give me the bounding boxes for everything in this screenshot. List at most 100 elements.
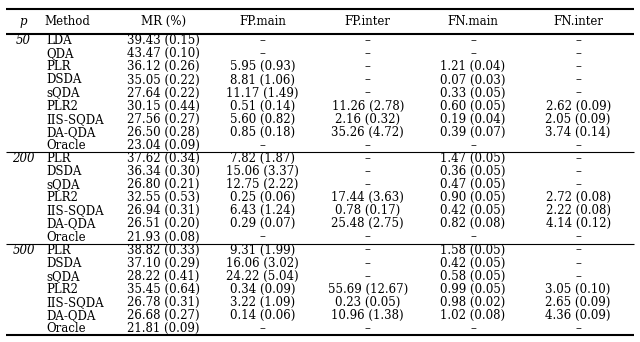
Text: 12.75 (2.22): 12.75 (2.22)	[227, 178, 299, 191]
Text: –: –	[575, 165, 581, 178]
Text: 0.99 (0.05): 0.99 (0.05)	[440, 283, 506, 296]
Text: 2.62 (0.09): 2.62 (0.09)	[545, 100, 611, 113]
Text: 55.69 (12.67): 55.69 (12.67)	[328, 283, 408, 296]
Text: 35.45 (0.64): 35.45 (0.64)	[127, 283, 200, 296]
Text: –: –	[365, 139, 371, 152]
Text: MR (%): MR (%)	[141, 15, 186, 28]
Text: 37.62 (0.34): 37.62 (0.34)	[127, 152, 200, 165]
Text: IIS-SQDA: IIS-SQDA	[46, 205, 104, 218]
Text: PLR2: PLR2	[46, 100, 78, 113]
Text: 0.39 (0.07): 0.39 (0.07)	[440, 126, 506, 139]
Text: 2.22 (0.08): 2.22 (0.08)	[546, 205, 611, 218]
Text: 28.22 (0.41): 28.22 (0.41)	[127, 270, 200, 283]
Text: 50: 50	[16, 34, 31, 47]
Text: –: –	[470, 322, 476, 335]
Text: Oracle: Oracle	[46, 139, 86, 152]
Text: 37.10 (0.29): 37.10 (0.29)	[127, 257, 200, 270]
Text: 0.25 (0.06): 0.25 (0.06)	[230, 191, 295, 204]
Text: 1.47 (0.05): 1.47 (0.05)	[440, 152, 506, 165]
Text: 39.43 (0.15): 39.43 (0.15)	[127, 34, 200, 47]
Text: –: –	[260, 34, 266, 47]
Text: –: –	[365, 270, 371, 283]
Text: PLR: PLR	[46, 244, 70, 256]
Text: 0.14 (0.06): 0.14 (0.06)	[230, 309, 295, 322]
Text: DSDA: DSDA	[46, 74, 81, 87]
Text: 1.21 (0.04): 1.21 (0.04)	[440, 61, 506, 74]
Text: 26.94 (0.31): 26.94 (0.31)	[127, 205, 200, 218]
Text: FP.main: FP.main	[239, 15, 286, 28]
Text: 30.15 (0.44): 30.15 (0.44)	[127, 100, 200, 113]
Text: 26.68 (0.27): 26.68 (0.27)	[127, 309, 200, 322]
Text: 16.06 (3.02): 16.06 (3.02)	[227, 257, 299, 270]
Text: FN.inter: FN.inter	[553, 15, 603, 28]
Text: –: –	[470, 47, 476, 60]
Text: 26.80 (0.21): 26.80 (0.21)	[127, 178, 200, 191]
Text: sQDA: sQDA	[46, 87, 79, 100]
Text: –: –	[365, 178, 371, 191]
Text: –: –	[365, 61, 371, 74]
Text: –: –	[260, 139, 266, 152]
Text: –: –	[575, 152, 581, 165]
Text: –: –	[575, 257, 581, 270]
Text: 26.78 (0.31): 26.78 (0.31)	[127, 296, 200, 309]
Text: 0.58 (0.05): 0.58 (0.05)	[440, 270, 506, 283]
Text: 32.55 (0.53): 32.55 (0.53)	[127, 191, 200, 204]
Text: –: –	[365, 322, 371, 335]
Text: 27.56 (0.27): 27.56 (0.27)	[127, 113, 200, 126]
Text: 5.60 (0.82): 5.60 (0.82)	[230, 113, 295, 126]
Text: 1.02 (0.08): 1.02 (0.08)	[440, 309, 506, 322]
Text: –: –	[365, 74, 371, 87]
Text: 21.81 (0.09): 21.81 (0.09)	[127, 322, 200, 335]
Text: Oracle: Oracle	[46, 231, 86, 244]
Text: 17.44 (3.63): 17.44 (3.63)	[332, 191, 404, 204]
Text: 35.05 (0.22): 35.05 (0.22)	[127, 74, 200, 87]
Text: 2.65 (0.09): 2.65 (0.09)	[545, 296, 611, 309]
Text: 2.05 (0.09): 2.05 (0.09)	[545, 113, 611, 126]
Text: 0.33 (0.05): 0.33 (0.05)	[440, 87, 506, 100]
Text: 2.16 (0.32): 2.16 (0.32)	[335, 113, 401, 126]
Text: 36.34 (0.30): 36.34 (0.30)	[127, 165, 200, 178]
Text: 0.42 (0.05): 0.42 (0.05)	[440, 205, 506, 218]
Text: 0.78 (0.17): 0.78 (0.17)	[335, 205, 401, 218]
Text: 2.72 (0.08): 2.72 (0.08)	[545, 191, 611, 204]
Text: 9.31 (1.99): 9.31 (1.99)	[230, 244, 295, 256]
Text: –: –	[470, 231, 476, 244]
Text: 0.29 (0.07): 0.29 (0.07)	[230, 218, 295, 231]
Text: –: –	[365, 47, 371, 60]
Text: 3.74 (0.14): 3.74 (0.14)	[545, 126, 611, 139]
Text: 3.05 (0.10): 3.05 (0.10)	[545, 283, 611, 296]
Text: –: –	[260, 47, 266, 60]
Text: IIS-SQDA: IIS-SQDA	[46, 113, 104, 126]
Text: 26.50 (0.28): 26.50 (0.28)	[127, 126, 200, 139]
Text: 26.51 (0.20): 26.51 (0.20)	[127, 218, 200, 231]
Text: 11.17 (1.49): 11.17 (1.49)	[227, 87, 299, 100]
Text: –: –	[575, 322, 581, 335]
Text: –: –	[470, 139, 476, 152]
Text: DSDA: DSDA	[46, 165, 81, 178]
Text: 27.64 (0.22): 27.64 (0.22)	[127, 87, 200, 100]
Text: –: –	[260, 322, 266, 335]
Text: sQDA: sQDA	[46, 178, 79, 191]
Text: 4.14 (0.12): 4.14 (0.12)	[545, 218, 611, 231]
Text: DA-QDA: DA-QDA	[46, 309, 95, 322]
Text: 4.36 (0.09): 4.36 (0.09)	[545, 309, 611, 322]
Text: 0.23 (0.05): 0.23 (0.05)	[335, 296, 401, 309]
Text: –: –	[365, 244, 371, 256]
Text: –: –	[365, 87, 371, 100]
Text: DSDA: DSDA	[46, 257, 81, 270]
Text: –: –	[365, 34, 371, 47]
Text: 36.12 (0.26): 36.12 (0.26)	[127, 61, 200, 74]
Text: 6.43 (1.24): 6.43 (1.24)	[230, 205, 295, 218]
Text: 21.93 (0.08): 21.93 (0.08)	[127, 231, 200, 244]
Text: 0.98 (0.02): 0.98 (0.02)	[440, 296, 506, 309]
Text: sQDA: sQDA	[46, 270, 79, 283]
Text: PLR: PLR	[46, 152, 70, 165]
Text: –: –	[365, 231, 371, 244]
Text: –: –	[575, 178, 581, 191]
Text: 0.85 (0.18): 0.85 (0.18)	[230, 126, 295, 139]
Text: –: –	[575, 34, 581, 47]
Text: FN.main: FN.main	[447, 15, 499, 28]
Text: 0.36 (0.05): 0.36 (0.05)	[440, 165, 506, 178]
Text: –: –	[575, 231, 581, 244]
Text: 15.06 (3.37): 15.06 (3.37)	[226, 165, 299, 178]
